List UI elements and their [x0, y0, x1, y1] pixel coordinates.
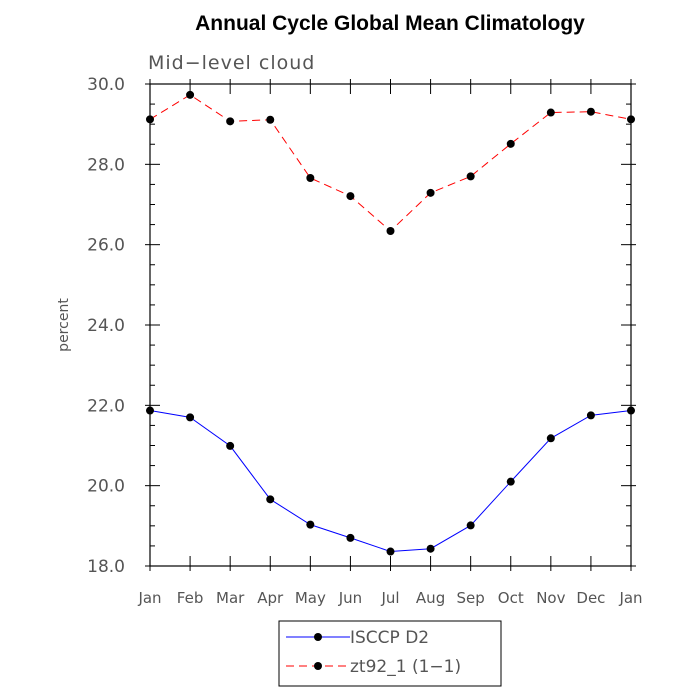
x-tick-label: Mar — [216, 589, 245, 607]
data-point — [386, 547, 395, 556]
x-tick-label: Feb — [177, 589, 204, 607]
y-tick-label: 22.0 — [87, 396, 125, 416]
y-tick-label: 28.0 — [87, 155, 125, 175]
data-point — [266, 115, 275, 124]
x-tick-label: Sep — [457, 589, 485, 607]
data-point — [186, 413, 195, 422]
y-tick-label: 18.0 — [87, 557, 125, 577]
data-point — [627, 406, 635, 415]
x-tick-label: Jan — [137, 589, 161, 607]
data-point — [346, 533, 355, 542]
series-layer — [146, 90, 635, 556]
data-point — [146, 406, 154, 415]
x-tick-label: Aug — [416, 589, 445, 607]
data-point — [426, 188, 435, 197]
legend-label: ISCCP D2 — [350, 628, 429, 648]
x-tick-label: Dec — [576, 589, 605, 607]
data-point — [506, 477, 515, 486]
y-tick-label: 26.0 — [87, 236, 125, 256]
series-line — [149, 410, 632, 553]
x-tick-label: Oct — [498, 589, 524, 607]
data-point — [466, 521, 475, 530]
chart-subtitle: Mid−level cloud — [148, 52, 315, 74]
data-point — [586, 107, 595, 116]
data-point — [346, 192, 355, 201]
legend-marker — [314, 662, 322, 670]
legend-label: zt92_1 (1−1) — [350, 657, 461, 677]
x-tick-label: Jun — [338, 589, 362, 607]
x-tick-label: Apr — [257, 589, 284, 607]
data-point — [466, 172, 475, 181]
y-tick-label: 20.0 — [87, 477, 125, 497]
data-point — [186, 90, 195, 99]
y-axis-label: percent — [56, 298, 72, 352]
data-point — [226, 117, 235, 126]
data-point — [546, 434, 555, 443]
x-tick-label: Nov — [536, 589, 565, 607]
y-tick-label: 24.0 — [87, 316, 125, 336]
data-point — [426, 544, 435, 553]
x-tick-label: Jul — [380, 589, 399, 607]
data-point — [146, 115, 154, 124]
legend-marker — [314, 633, 322, 641]
data-point — [306, 173, 315, 182]
legend: ISCCP D2 zt92_1 (1−1) — [278, 620, 502, 687]
data-point — [226, 441, 235, 450]
data-point — [546, 108, 555, 117]
plot-frame — [149, 83, 632, 567]
legend-box — [278, 620, 502, 687]
data-point — [266, 495, 275, 504]
data-point — [506, 139, 515, 148]
y-tick-label: 30.0 — [87, 75, 125, 95]
x-tick-label: Jan — [618, 589, 642, 607]
data-point — [627, 115, 635, 124]
x-tick-label: May — [295, 589, 326, 607]
series-line — [149, 94, 632, 232]
chart-title: Annual Cycle Global Mean Climatology — [195, 12, 585, 35]
data-point — [586, 411, 595, 420]
data-point — [306, 520, 315, 529]
data-point — [386, 227, 395, 236]
axis-ticks: 18.0 20.0 22.0 24.0 26.0 28.0 30.0 Jan Feb Mar Apr… — [87, 75, 642, 607]
